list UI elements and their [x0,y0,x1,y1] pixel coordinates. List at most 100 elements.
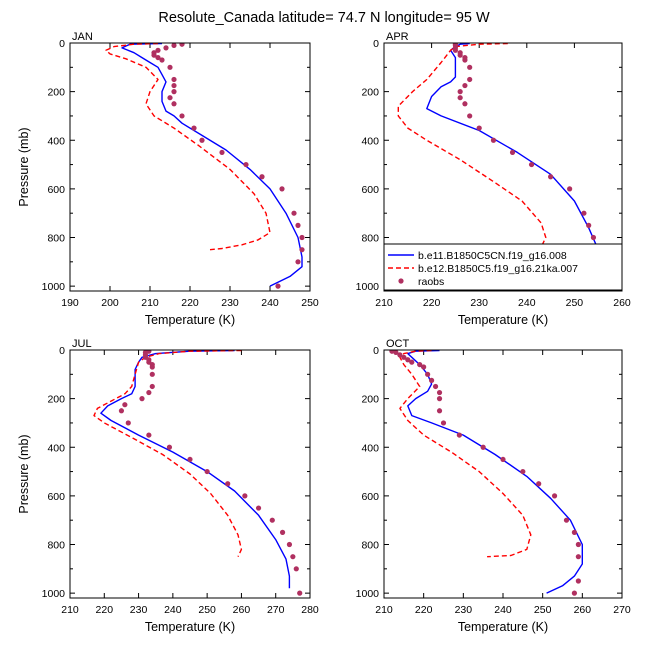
ytick-label: 800 [361,233,379,245]
ytick-label: 400 [361,135,379,147]
raobs-point [166,444,173,450]
xtick-label: 230 [130,604,148,616]
x-axis-label: Temperature (K) [145,620,235,634]
ytick-label: 400 [47,135,65,147]
raobs-point [286,541,293,548]
x-axis-label: Temperature (K) [458,313,548,327]
raobs-point [146,432,152,438]
xtick-label: 240 [164,604,182,616]
raobs-point [575,578,581,584]
raobs-point [467,113,473,119]
raobs-point [563,517,570,523]
legend-marker-raobs [398,278,404,284]
raobs-point [405,357,411,363]
xtick-label: 210 [61,604,79,616]
raobs-point [297,590,303,596]
legend-label-control: b.e11.B1850C5CN.f19_g16.008 [418,250,567,262]
raobs-point [590,234,597,241]
raobs-point [167,64,173,70]
raobs-point [163,45,169,51]
panel-title: APR [386,31,409,43]
raobs-point [225,481,231,487]
xtick-label: 260 [574,604,592,616]
y-axis-label: Pressure (mb) [17,127,31,206]
raobs-point [520,468,526,475]
panel-title: JAN [72,31,93,43]
series-line-control [407,350,583,594]
ytick-label: 1000 [356,588,380,600]
raobs-point [219,149,225,156]
ytick-label: 600 [47,491,65,503]
ytick-label: 0 [59,38,65,50]
raobs-point [199,137,205,143]
raobs-point [528,161,535,168]
legend: b.e11.B1850C5CN.f19_g16.008 b.e12.B1850C… [383,243,623,291]
xtick-label: 240 [494,604,512,616]
raobs-point [425,371,431,377]
series-line-21ka [93,350,243,557]
xtick-label: 240 [261,297,279,309]
ytick-label: 600 [361,491,379,503]
raobs-point [389,350,395,354]
ytick-label: 200 [361,394,379,406]
raobs-point [567,186,573,192]
raobs-point [432,383,439,390]
xtick-label: 270 [613,604,631,616]
xtick-label: 260 [613,297,631,309]
legend-label-21ka: b.e12.B1850C5.f19_g16.21ka.007 [418,263,578,275]
raobs-point [293,566,299,572]
raobs-point [575,541,581,548]
series-line-21ka [399,350,532,558]
raobs-point [291,210,297,216]
raobs-point [393,350,399,356]
raobs-point [467,64,473,70]
raobs-point [139,396,145,402]
series-line-control [121,43,303,287]
legend-label-raobs: raobs [418,276,444,288]
raobs-point [171,89,177,95]
ytick-label: 800 [47,233,65,245]
ytick-label: 400 [47,442,65,454]
xtick-label: 210 [375,604,393,616]
raobs-point [548,174,554,180]
raobs-point [171,76,177,83]
xtick-label: 210 [141,297,159,309]
raobs-point [421,364,427,370]
panel-title: OCT [386,338,410,350]
ytick-label: 600 [361,184,379,196]
raobs-point [179,43,185,47]
xtick-label: 250 [301,297,319,309]
ytick-label: 1000 [42,281,66,293]
raobs-point [255,505,262,511]
raobs-point [159,57,165,63]
raobs-point [457,52,463,58]
ytick-label: 200 [47,87,65,99]
ytick-label: 200 [47,394,65,406]
raobs-point [149,371,155,377]
raobs-point [187,456,193,463]
raobs-point [457,95,463,101]
series-line-21ka [105,43,271,251]
raobs-point [151,52,157,58]
raobs-point [462,101,468,107]
raobs-point [500,456,506,463]
series-line-21ka [397,43,547,251]
raobs-point [571,529,578,535]
xtick-label: 190 [61,297,79,309]
xtick-label: 230 [470,297,488,309]
raobs-point [440,420,447,426]
raobs-point [179,113,185,119]
raobs-point [397,352,403,358]
ytick-label: 0 [373,38,379,50]
xtick-label: 250 [566,297,584,309]
plot-frame [69,349,311,599]
raobs-point [146,389,152,396]
series-group [105,43,305,289]
panel-jan: 190 200 210 220 230 240 250 0 200 400 600 800 1000 JA… [17,31,319,327]
panel-apr: 210 220 230 240 250 260 0 200 400 600 800 1000 APR Te… [356,31,631,327]
raobs-point [456,432,462,438]
raobs-point [149,364,155,370]
raobs-point [118,408,125,414]
raobs-point [490,137,497,143]
